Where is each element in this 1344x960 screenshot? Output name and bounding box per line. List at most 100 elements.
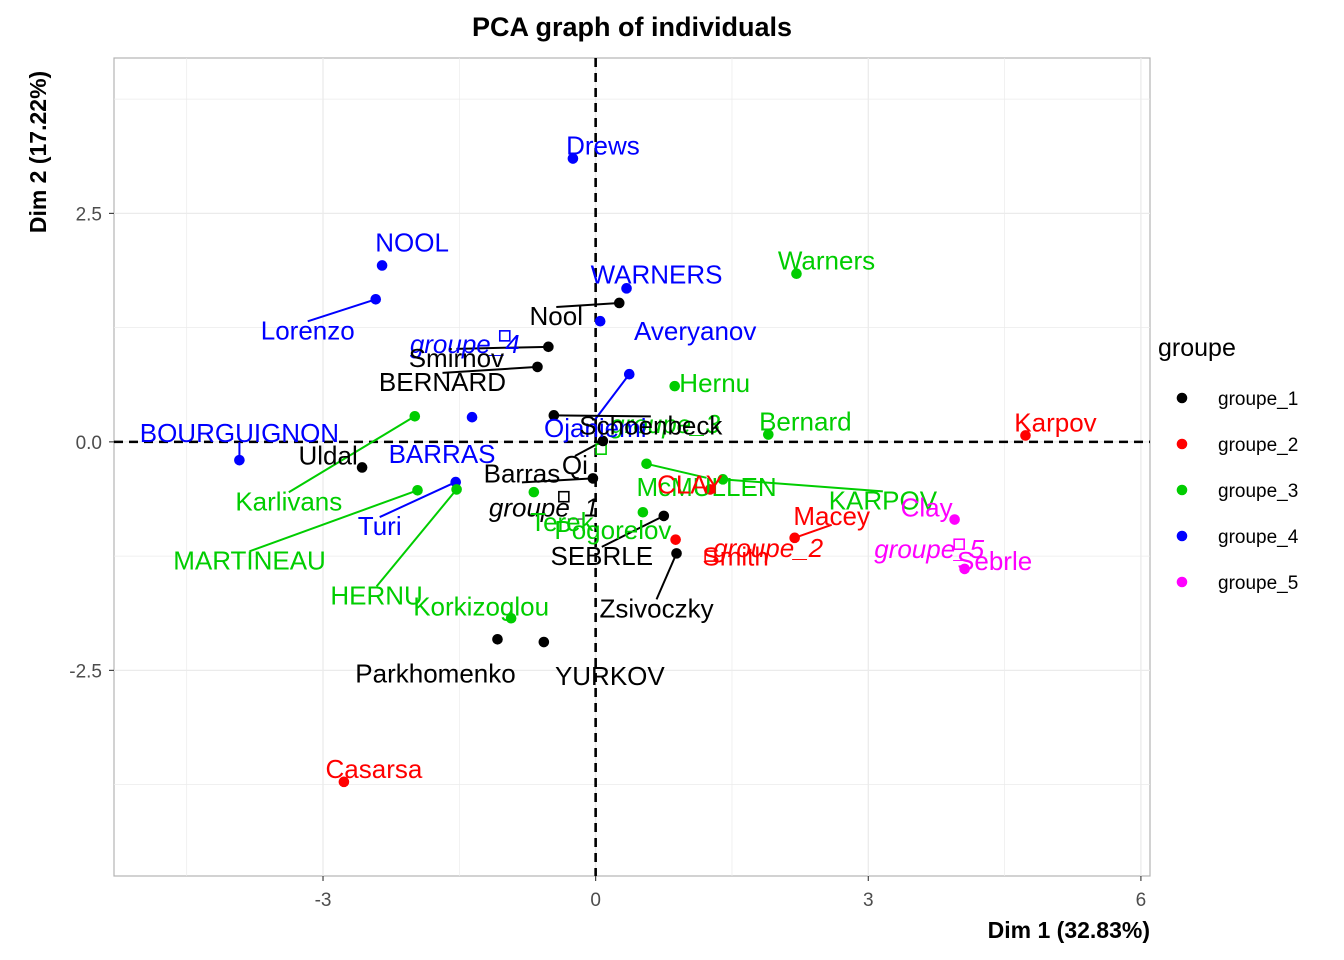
- point-label: YURKOV: [555, 661, 665, 691]
- point-label: Sebrle: [957, 546, 1032, 576]
- label-leader-lines: [238, 298, 883, 600]
- point-marker: [1020, 430, 1031, 441]
- legend-key: [1176, 576, 1188, 588]
- axis-ticks: -3 0 3 6 2.5 0.0 -2.5: [69, 204, 1146, 911]
- point-label: NOOL: [375, 227, 449, 257]
- group-center-marker: [704, 550, 716, 562]
- group-center-label: groupe_1: [489, 493, 599, 523]
- point-marker: [538, 636, 550, 648]
- leader-line: [288, 415, 416, 494]
- leader-line: [655, 552, 678, 600]
- leader-line: [601, 515, 665, 548]
- point-marker: [543, 341, 554, 353]
- leader-line: [646, 462, 707, 479]
- legend-key: [1176, 392, 1188, 404]
- legend-key: [1176, 484, 1188, 496]
- point-marker: [376, 260, 388, 271]
- point-label: CLAY: [657, 469, 723, 499]
- legend-label: groupe_3: [1218, 481, 1298, 502]
- point-label: Hernu: [679, 368, 750, 398]
- leader-line: [521, 477, 593, 484]
- x-tick-label: 6: [1136, 890, 1147, 911]
- point-label: Korkizoglou: [413, 591, 549, 621]
- point-marker: [594, 315, 606, 327]
- point-label: Bernard: [759, 407, 852, 437]
- point-marker: [704, 484, 716, 495]
- group-center-marker: [558, 490, 570, 503]
- point-marker: [338, 776, 350, 788]
- point-label: Macey: [793, 501, 870, 531]
- point-label: Turi: [358, 511, 402, 541]
- legend-label: groupe_5: [1218, 573, 1298, 594]
- point-label: Schoenbeck: [579, 410, 723, 440]
- x-tick-label: -3: [315, 890, 332, 911]
- group-center-marker: [498, 330, 511, 342]
- point-label: Karlivans: [235, 486, 342, 516]
- point-marker: [613, 297, 625, 309]
- point-label: Drews: [566, 131, 640, 161]
- point-label: BOURGUIGNON: [140, 418, 339, 448]
- point-marker: [492, 633, 503, 645]
- point-label: HERNU: [330, 580, 422, 610]
- reference-lines: [114, 58, 1150, 876]
- point-marker: [466, 411, 478, 423]
- point-labels: Drews NOOL Lorenzo WARNERS Averyanov Ojaniemi…: [140, 131, 1097, 784]
- point-label: WARNERS: [591, 259, 723, 289]
- group-center-label: groupe_4: [410, 329, 520, 359]
- point-label: BARRAS: [389, 439, 496, 469]
- legend-label: groupe_2: [1218, 435, 1298, 456]
- point-marker: [670, 534, 681, 545]
- point-label: Zsivoczky: [599, 593, 713, 623]
- point-marker: [532, 361, 543, 373]
- point-label: KARPOV: [829, 485, 938, 515]
- point-label: Uldal: [298, 440, 357, 470]
- group-center-label: groupe_5: [874, 534, 984, 564]
- point-marker: [356, 462, 368, 473]
- leader-line: [794, 523, 833, 539]
- plot-panel: [113, 57, 1151, 877]
- point-label: MARTINEAU: [173, 545, 326, 575]
- point-label: Lorenzo: [261, 315, 355, 345]
- legend-key: [1176, 530, 1188, 542]
- x-axis-title: Dim 1 (32.83%): [988, 917, 1150, 943]
- point-label: Smith: [702, 542, 768, 572]
- point-marker: [789, 532, 800, 544]
- leader-line: [375, 488, 458, 588]
- leader-line: [722, 478, 883, 493]
- data-points: [234, 153, 1031, 788]
- point-label: Qi: [562, 450, 588, 480]
- point-marker: [637, 506, 649, 518]
- leader-line: [442, 365, 538, 374]
- point-marker: [528, 486, 540, 498]
- point-label: Nool: [530, 301, 583, 331]
- point-label: McMULLEN: [636, 472, 776, 502]
- legend-label: groupe_4: [1218, 527, 1299, 548]
- point-marker: [671, 548, 682, 559]
- point-marker: [623, 368, 635, 380]
- x-tick-label: 3: [863, 890, 874, 911]
- point-marker: [791, 268, 802, 279]
- leader-line: [553, 414, 651, 418]
- point-label: Barras: [484, 458, 561, 488]
- chart-title: PCA graph of individuals: [472, 12, 792, 42]
- leader-line: [307, 298, 377, 323]
- leader-line: [379, 481, 457, 518]
- group-center-marker: [953, 538, 965, 551]
- point-marker: [451, 484, 462, 495]
- point-marker: [959, 563, 970, 575]
- point-label: Averyanov: [634, 316, 756, 346]
- point-marker: [949, 514, 960, 525]
- legend: groupe groupe_1 groupe_2 groupe_3 groupe_4g…: [1158, 334, 1299, 594]
- point-label: Clay: [901, 493, 953, 523]
- group-center-label: groupe_3: [610, 409, 720, 439]
- point-marker: [597, 435, 609, 447]
- point-label: Terek: [530, 507, 595, 537]
- y-tick-label: 2.5: [76, 204, 102, 225]
- point-marker: [409, 410, 421, 422]
- point-label: Casarsa: [326, 754, 423, 784]
- point-marker: [641, 458, 652, 470]
- y-tick-label: 0.0: [76, 433, 102, 454]
- x-tick-label: 0: [590, 890, 601, 911]
- point-label: BERNARD: [379, 367, 506, 397]
